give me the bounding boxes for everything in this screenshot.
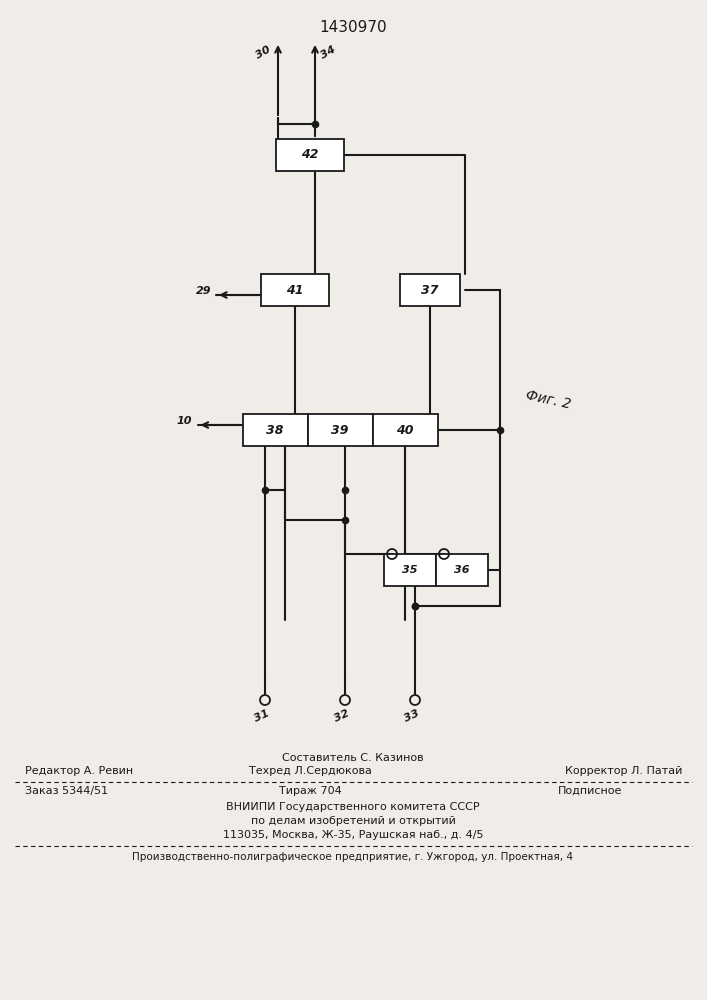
Bar [261, 274, 329, 306]
Text: 35: 35 [402, 565, 418, 575]
Text: Техред Л.Сердюкова: Техред Л.Сердюкова [249, 766, 371, 776]
Text: Заказ 5344/51: Заказ 5344/51 [25, 786, 108, 796]
Bar [373, 414, 438, 446]
Bar [384, 554, 436, 586]
Text: Тираж 704: Тираж 704 [279, 786, 341, 796]
Text: 34: 34 [319, 44, 337, 60]
Text: 1430970: 1430970 [319, 20, 387, 35]
Bar [243, 414, 308, 446]
Text: 36: 36 [455, 565, 469, 575]
Text: Фиг. 2: Фиг. 2 [524, 388, 572, 412]
Text: Производственно-полиграфическое предприятие, г. Ужгород, ул. Проектная, 4: Производственно-полиграфическое предприя… [132, 852, 573, 862]
Text: 32: 32 [333, 708, 351, 724]
Text: 31: 31 [253, 708, 271, 724]
Text: 39: 39 [332, 424, 349, 436]
Text: по делам изобретений и открытий: по делам изобретений и открытий [250, 816, 455, 826]
Text: 10: 10 [177, 416, 192, 426]
Bar [308, 414, 373, 446]
Bar [276, 139, 344, 171]
Text: 41: 41 [286, 284, 304, 296]
Bar [400, 274, 460, 306]
Text: Редактор А. Ревин: Редактор А. Ревин [25, 766, 133, 776]
Text: ВНИИПИ Государственного комитета СССР: ВНИИПИ Государственного комитета СССР [226, 802, 480, 812]
Text: 37: 37 [421, 284, 439, 296]
Text: 30: 30 [254, 44, 272, 60]
Text: Составитель С. Казинов: Составитель С. Казинов [282, 753, 423, 763]
Text: 29: 29 [196, 286, 211, 296]
Text: 42: 42 [301, 148, 319, 161]
Text: Подписное: Подписное [558, 786, 622, 796]
Text: 38: 38 [267, 424, 284, 436]
Text: 113035, Москва, Ж-35, Раушская наб., д. 4/5: 113035, Москва, Ж-35, Раушская наб., д. … [223, 830, 484, 840]
Text: 40: 40 [396, 424, 414, 436]
Bar [436, 554, 488, 586]
Text: 33: 33 [403, 708, 421, 724]
Text: Корректор Л. Патай: Корректор Л. Патай [565, 766, 682, 776]
